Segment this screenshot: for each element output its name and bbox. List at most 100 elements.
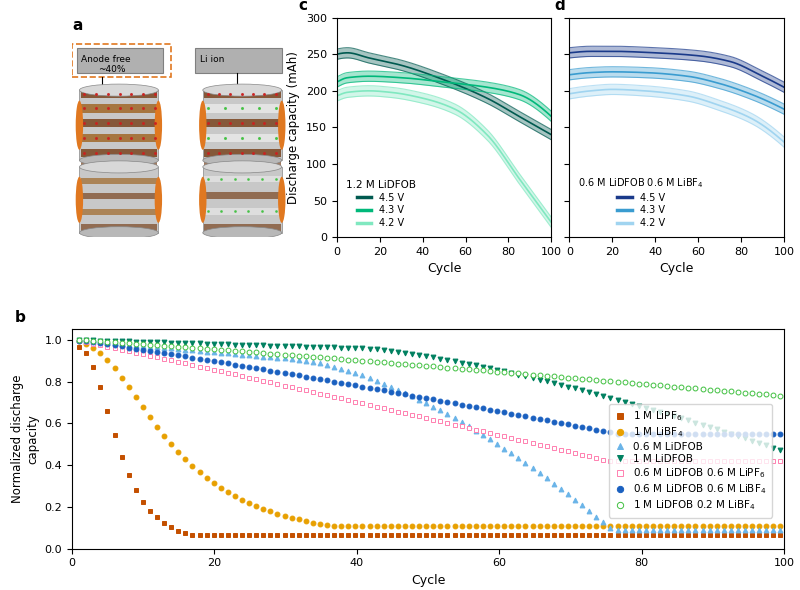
0.6 M LiDFOB (238, 351, 247, 358)
Ellipse shape (278, 101, 286, 150)
Text: Li ion: Li ion (200, 55, 225, 64)
0.6 M LiDFOB (726, 526, 736, 533)
Bar (81, 119, 157, 127)
0.6 M LiDFOB (613, 526, 622, 533)
Bar (204, 224, 281, 231)
Legend: 4.5 V, 4.3 V, 4.2 V: 4.5 V, 4.3 V, 4.2 V (342, 176, 419, 232)
0.6 M LiDFOB 0.6 M LiBF$_4$ (238, 362, 247, 369)
1 M LiDFOB (740, 435, 750, 442)
1 M LiDFOB 0.2 M LiBF$_4$ (209, 346, 218, 353)
0.6 M LiDFOB 0.6 M LiBF$_4$ (776, 430, 786, 437)
Line: 1 M LiDFOB: 1 M LiDFOB (77, 337, 783, 453)
1 M LiPF$_6$ (244, 532, 254, 539)
1 M LiDFOB (436, 355, 446, 362)
0.6 M LiDFOB 0.6 M LiPF$_6$ (238, 372, 247, 379)
Ellipse shape (79, 227, 158, 239)
Ellipse shape (79, 155, 158, 166)
Y-axis label: Discharge capacity (mAh): Discharge capacity (mAh) (287, 51, 300, 204)
1 M LiPF$_6$ (216, 532, 226, 539)
1 M LiPF$_6$ (776, 532, 786, 539)
1 M LiDFOB 0.2 M LiBF$_4$ (719, 387, 729, 394)
Ellipse shape (202, 84, 282, 96)
Line: 1 M LiDFOB 0.2 M LiBF$_4$: 1 M LiDFOB 0.2 M LiBF$_4$ (77, 337, 783, 398)
0.6 M LiDFOB 0.6 M LiBF$_4$ (209, 358, 218, 365)
1 M LiBF$_4$ (499, 522, 509, 529)
Bar (204, 176, 281, 182)
1 M LiDFOB (492, 366, 502, 373)
Bar (81, 162, 157, 168)
Ellipse shape (79, 161, 158, 173)
1 M LiPF$_6$ (74, 343, 84, 350)
0.6 M LiDFOB 0.6 M LiBF$_4$ (74, 337, 84, 344)
Bar (81, 178, 157, 184)
Ellipse shape (76, 177, 83, 223)
Text: c: c (298, 0, 307, 14)
0.6 M LiDFOB 0.6 M LiBF$_4$ (620, 430, 630, 437)
Bar (81, 90, 157, 98)
0.6 M LiDFOB 0.6 M LiPF$_6$ (606, 457, 615, 464)
0.6 M LiDFOB 0.6 M LiBF$_4$ (436, 397, 446, 404)
Ellipse shape (76, 101, 83, 150)
1 M LiBF$_4$ (330, 522, 339, 529)
1 M LiDFOB (719, 428, 729, 435)
Bar (81, 149, 157, 157)
Legend: 1 M LiPF$_6$, 1 M LiBF$_4$, 0.6 M LiDFOB, 1 M LiDFOB, 0.6 M LiDFOB 0.6 M LiPF$_6: 1 M LiPF$_6$, 1 M LiBF$_4$, 0.6 M LiDFOB… (609, 404, 772, 517)
1 M LiBF$_4$ (747, 522, 757, 529)
0.6 M LiDFOB 0.6 M LiPF$_6$ (74, 337, 84, 345)
1 M LiBF$_4$ (442, 522, 452, 529)
Ellipse shape (154, 177, 162, 223)
1 M LiBF$_4$ (726, 522, 736, 529)
Line: 1 M LiPF$_6$: 1 M LiPF$_6$ (77, 345, 783, 537)
Ellipse shape (202, 227, 282, 239)
1 M LiDFOB 0.2 M LiBF$_4$ (492, 368, 502, 375)
Bar (202, 167, 282, 232)
Ellipse shape (199, 101, 206, 150)
Line: 1 M LiBF$_4$: 1 M LiBF$_4$ (77, 339, 783, 528)
1 M LiPF$_6$ (442, 532, 452, 539)
1 M LiBF$_4$ (776, 522, 786, 529)
0.6 M LiDFOB 0.6 M LiPF$_6$ (726, 457, 736, 464)
1 M LiPF$_6$ (747, 532, 757, 539)
Bar (204, 208, 281, 215)
0.6 M LiDFOB (776, 526, 786, 533)
Text: ~40%: ~40% (98, 65, 126, 74)
1 M LiDFOB 0.2 M LiBF$_4$ (740, 389, 750, 396)
0.6 M LiDFOB (747, 526, 757, 533)
Bar (72, 44, 170, 77)
0.6 M LiDFOB 0.6 M LiBF$_4$ (726, 430, 736, 437)
Ellipse shape (199, 177, 206, 223)
Line: 0.6 M LiDFOB: 0.6 M LiDFOB (77, 338, 783, 532)
Bar (204, 134, 281, 142)
Bar (204, 149, 281, 157)
Bar (204, 119, 281, 127)
0.6 M LiDFOB 0.6 M LiPF$_6$ (492, 431, 502, 438)
Bar (81, 134, 157, 142)
Bar (81, 224, 157, 231)
Bar (202, 90, 282, 160)
X-axis label: Cycle: Cycle (659, 263, 694, 276)
Text: a: a (72, 18, 82, 32)
Line: 0.6 M LiDFOB 0.6 M LiBF$_4$: 0.6 M LiDFOB 0.6 M LiBF$_4$ (77, 338, 783, 436)
0.6 M LiDFOB (436, 407, 446, 414)
1 M LiBF$_4$ (209, 480, 218, 487)
Bar (204, 104, 281, 113)
Y-axis label: Normalized discharge
capacity: Normalized discharge capacity (11, 375, 39, 503)
Text: b: b (15, 310, 26, 325)
1 M LiDFOB 0.2 M LiBF$_4$ (436, 363, 446, 371)
X-axis label: Cycle: Cycle (427, 263, 462, 276)
0.6 M LiDFOB (74, 337, 84, 344)
Ellipse shape (202, 161, 282, 173)
1 M LiDFOB 0.2 M LiBF$_4$ (776, 392, 786, 399)
1 M LiPF$_6$ (726, 532, 736, 539)
Bar (79, 167, 158, 232)
1 M LiPF$_6$ (188, 532, 198, 539)
0.6 M LiDFOB 0.6 M LiPF$_6$ (747, 457, 757, 464)
1 M LiBF$_4$ (238, 496, 247, 503)
Bar (81, 104, 157, 113)
0.6 M LiDFOB 0.6 M LiPF$_6$ (776, 457, 786, 464)
X-axis label: Cycle: Cycle (411, 574, 445, 587)
0.6 M LiDFOB 0.6 M LiPF$_6$ (436, 418, 446, 425)
0.6 M LiDFOB (209, 349, 218, 356)
1 M LiDFOB (74, 336, 84, 343)
1 M LiBF$_4$ (74, 338, 84, 345)
